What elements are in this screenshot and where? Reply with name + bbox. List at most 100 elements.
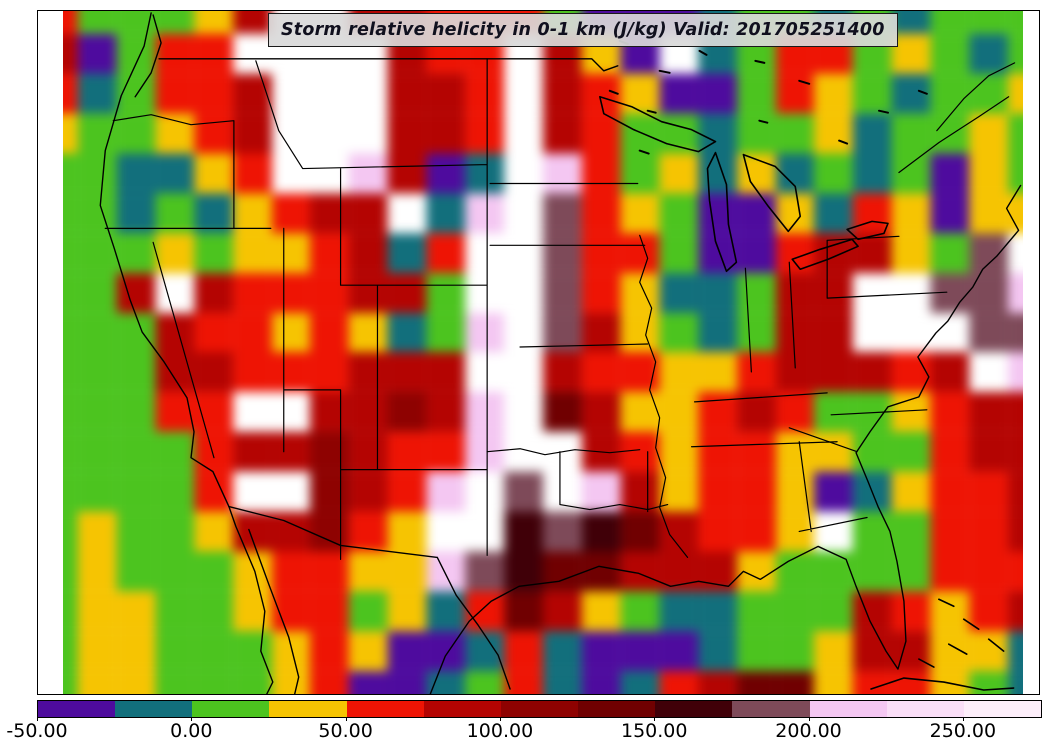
field-cell xyxy=(814,193,854,233)
field-cell xyxy=(504,193,543,233)
field-cell xyxy=(387,312,427,353)
field-cell xyxy=(736,113,776,154)
field-cell xyxy=(155,591,195,632)
field-cell xyxy=(891,272,931,313)
field-cell xyxy=(155,432,195,473)
map-plot-area xyxy=(37,10,1040,695)
field-cell xyxy=(1008,113,1023,154)
field-cell xyxy=(814,392,854,433)
field-cell xyxy=(63,11,78,34)
colorbar-tick-label: 200.00 xyxy=(775,720,842,742)
field-cell xyxy=(969,671,1009,694)
field-cell xyxy=(310,551,350,592)
field-cell xyxy=(775,272,815,313)
field-cell xyxy=(853,272,892,313)
field-cell xyxy=(853,631,892,672)
field-cell xyxy=(969,631,1009,672)
field-cell xyxy=(814,472,854,512)
colorbar-segment xyxy=(732,701,810,717)
field-cell xyxy=(581,551,621,592)
field-cell xyxy=(504,113,543,154)
field-cell xyxy=(698,472,737,512)
field-cell xyxy=(542,591,582,632)
field-cell xyxy=(387,272,427,313)
field-cell xyxy=(620,272,660,313)
field-cell xyxy=(116,352,156,393)
field-cell xyxy=(581,591,621,632)
field-cell xyxy=(387,511,427,552)
field-cell xyxy=(620,392,660,433)
field-cell xyxy=(930,511,970,552)
field-cell xyxy=(736,631,776,672)
field-cell xyxy=(969,11,1009,34)
field-cell xyxy=(698,551,737,592)
field-cell xyxy=(465,232,505,273)
field-cell xyxy=(77,472,117,512)
field-cell xyxy=(77,671,117,694)
field-cell xyxy=(853,352,892,393)
field-cell xyxy=(775,352,815,393)
field-cell xyxy=(620,312,660,353)
field-cell xyxy=(232,631,272,672)
field-cell xyxy=(77,511,117,552)
field-cell xyxy=(426,511,466,552)
field-cell xyxy=(387,153,427,194)
field-cell xyxy=(853,511,892,552)
field-cell xyxy=(659,392,699,433)
field-cell xyxy=(116,272,156,313)
field-cell xyxy=(969,432,1009,473)
field-cell xyxy=(736,232,776,273)
field-cell xyxy=(891,352,931,393)
field-cell xyxy=(853,232,892,273)
field-cell xyxy=(194,551,233,592)
field-cell xyxy=(310,73,350,114)
field-cell xyxy=(116,113,156,154)
field-cell xyxy=(194,511,233,552)
field-cell xyxy=(77,432,117,473)
field-cell xyxy=(969,113,1009,154)
field-cell xyxy=(969,73,1009,114)
field-cell xyxy=(387,551,427,592)
field-cell xyxy=(969,153,1009,194)
field-cell xyxy=(387,73,427,114)
field-cell xyxy=(814,232,854,273)
field-cell xyxy=(63,591,78,632)
field-cell xyxy=(271,591,311,632)
field-cell xyxy=(310,232,350,273)
field-cell xyxy=(736,312,776,353)
field-cell xyxy=(853,153,892,194)
field-cell xyxy=(465,551,505,592)
field-cell xyxy=(620,432,660,473)
field-cell xyxy=(194,232,233,273)
field-cell xyxy=(659,551,699,592)
field-cell xyxy=(1008,392,1023,433)
field-cell xyxy=(426,312,466,353)
field-cell xyxy=(775,591,815,632)
field-cell xyxy=(63,551,78,592)
field-cell xyxy=(155,113,195,154)
field-cell xyxy=(310,352,350,393)
field-cell xyxy=(271,73,311,114)
field-cell xyxy=(1008,352,1023,393)
field-cell xyxy=(930,671,970,694)
field-cell xyxy=(620,631,660,672)
field-cell xyxy=(1008,631,1023,672)
field-cell xyxy=(930,272,970,313)
field-cell xyxy=(659,511,699,552)
field-cell xyxy=(853,312,892,353)
field-cell xyxy=(77,591,117,632)
field-cell xyxy=(426,113,466,154)
field-cell xyxy=(698,631,737,672)
field-cell xyxy=(891,113,931,154)
field-cell xyxy=(775,153,815,194)
field-cell xyxy=(775,113,815,154)
field-cell xyxy=(271,232,311,273)
field-cell xyxy=(891,33,931,74)
field-cell xyxy=(155,511,195,552)
field-cell xyxy=(232,551,272,592)
field-cell xyxy=(155,352,195,393)
field-cell xyxy=(930,312,970,353)
field-cell xyxy=(426,631,466,672)
field-cell xyxy=(349,551,388,592)
field-cell xyxy=(310,312,350,353)
